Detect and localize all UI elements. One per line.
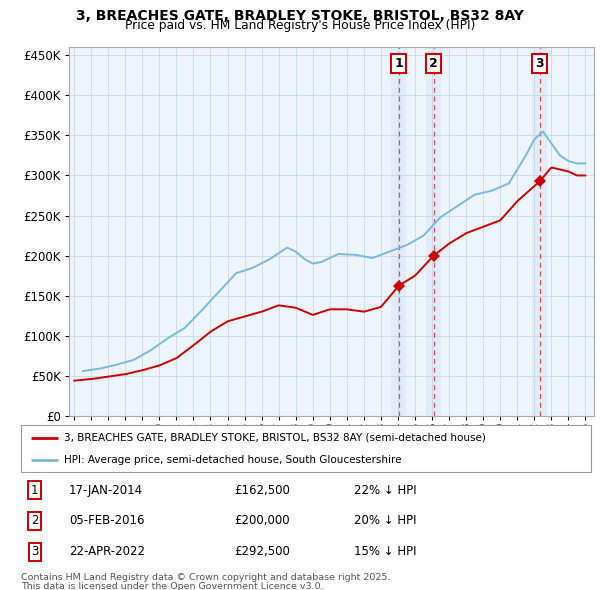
Bar: [426, 47, 442, 416]
Text: HPI: Average price, semi-detached house, South Gloucestershire: HPI: Average price, semi-detached house,…: [64, 455, 401, 465]
Text: 3: 3: [31, 545, 38, 558]
Bar: [391, 47, 406, 416]
Text: 3, BREACHES GATE, BRADLEY STOKE, BRISTOL, BS32 8AY: 3, BREACHES GATE, BRADLEY STOKE, BRISTOL…: [76, 9, 524, 23]
Text: 2: 2: [430, 57, 438, 70]
Bar: [532, 47, 547, 416]
Text: £292,500: £292,500: [234, 545, 290, 558]
Text: Price paid vs. HM Land Registry's House Price Index (HPI): Price paid vs. HM Land Registry's House …: [125, 19, 475, 32]
Text: 1: 1: [31, 484, 38, 497]
Text: £162,500: £162,500: [234, 484, 290, 497]
Text: 3, BREACHES GATE, BRADLEY STOKE, BRISTOL, BS32 8AY (semi-detached house): 3, BREACHES GATE, BRADLEY STOKE, BRISTOL…: [64, 432, 485, 442]
Text: £200,000: £200,000: [234, 514, 290, 527]
Text: 3: 3: [535, 57, 544, 70]
Text: 15% ↓ HPI: 15% ↓ HPI: [354, 545, 416, 558]
Text: Contains HM Land Registry data © Crown copyright and database right 2025.: Contains HM Land Registry data © Crown c…: [21, 573, 391, 582]
Text: 2: 2: [31, 514, 38, 527]
Text: 20% ↓ HPI: 20% ↓ HPI: [354, 514, 416, 527]
Text: This data is licensed under the Open Government Licence v3.0.: This data is licensed under the Open Gov…: [21, 582, 323, 590]
Text: 22-APR-2022: 22-APR-2022: [69, 545, 145, 558]
Text: 22% ↓ HPI: 22% ↓ HPI: [354, 484, 416, 497]
Text: 17-JAN-2014: 17-JAN-2014: [69, 484, 143, 497]
Text: 1: 1: [394, 57, 403, 70]
Text: 05-FEB-2016: 05-FEB-2016: [69, 514, 145, 527]
FancyBboxPatch shape: [21, 425, 591, 472]
